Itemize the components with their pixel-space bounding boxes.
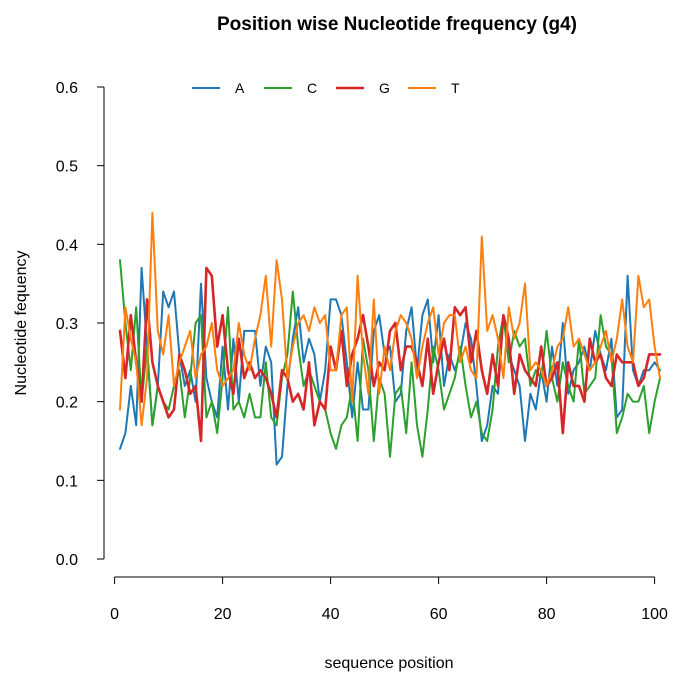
series-group bbox=[118, 211, 662, 466]
y-tick-label: 0.4 bbox=[56, 237, 78, 254]
legend-label-g: G bbox=[379, 80, 390, 96]
y-axis: 0.0 0.1 0.2 0.3 0.4 0.5 0.6 bbox=[56, 80, 105, 569]
x-tick-label: 80 bbox=[538, 606, 556, 623]
legend-label-c: C bbox=[307, 80, 317, 96]
series-line-t bbox=[119, 211, 661, 427]
y-tick-label: 0.0 bbox=[56, 552, 78, 569]
x-tick-label: 20 bbox=[214, 606, 232, 623]
series-line-c bbox=[119, 259, 661, 458]
series-line-g bbox=[118, 266, 662, 443]
y-tick-label: 0.6 bbox=[56, 80, 78, 97]
y-tick-label: 0.3 bbox=[56, 316, 78, 333]
legend-label-a: A bbox=[235, 80, 245, 96]
x-tick-label: 60 bbox=[430, 606, 448, 623]
y-tick-label: 0.5 bbox=[56, 159, 78, 176]
x-axis-label: sequence position bbox=[325, 655, 454, 672]
x-tick-label: 100 bbox=[641, 606, 668, 623]
y-axis-label: Nucleotide fequency bbox=[13, 251, 30, 396]
y-tick-label: 0.2 bbox=[56, 395, 78, 412]
x-tick-label: 0 bbox=[110, 606, 119, 623]
y-tick-label: 0.1 bbox=[56, 473, 78, 490]
x-axis: 0 20 40 60 80 100 bbox=[110, 576, 668, 623]
legend-label-t: T bbox=[451, 80, 460, 96]
series-line-a bbox=[119, 266, 661, 466]
chart-title: Position wise Nucleotide frequency (g4) bbox=[217, 14, 577, 35]
x-tick-label: 40 bbox=[322, 606, 340, 623]
